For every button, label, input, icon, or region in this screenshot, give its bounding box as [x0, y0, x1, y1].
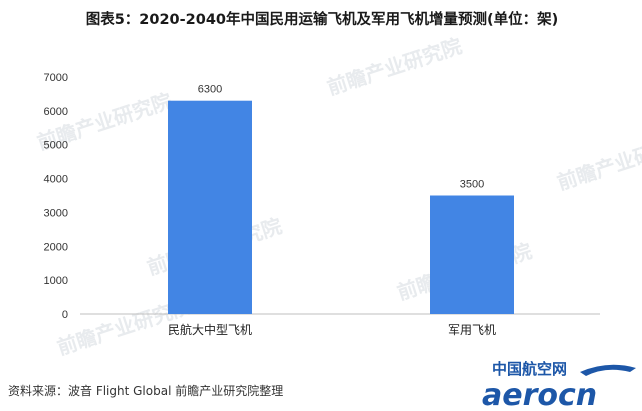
- logo-latin: aerocn: [482, 378, 597, 411]
- category-label: 军用飞机: [448, 323, 496, 337]
- y-tick-label: 4000: [44, 174, 68, 186]
- y-tick-label: 3000: [44, 207, 68, 219]
- bar: [430, 195, 514, 314]
- source-note: 资料来源：波音 Flight Global 前瞻产业研究院整理: [8, 383, 283, 398]
- watermark-text: 前瞻产业研究院: [324, 34, 465, 100]
- chart-title: 图表5：2020-2040年中国民用运输飞机及军用飞机增量预测(单位：架): [86, 10, 559, 28]
- category-label: 民航大中型飞机: [168, 322, 252, 337]
- plot-area: 0 1000 2000 3000 4000 5000 6000 7000 6300 民航大中型飞机…: [44, 72, 600, 337]
- logo-cn-name: 中国航空网: [492, 360, 567, 378]
- watermark-text: 前瞻产业研究院: [554, 129, 642, 195]
- plane-swoosh-icon: [580, 364, 636, 376]
- data-label: 3500: [460, 179, 484, 191]
- y-tick-label: 5000: [44, 140, 68, 152]
- y-tick-label: 1000: [44, 275, 68, 287]
- y-tick-label: 0: [62, 309, 68, 321]
- watermark-layer: 前瞻产业研究院 前瞻产业研究院 前瞻产业研究院 前瞻产业研究院 前瞻产业研究院 …: [34, 34, 642, 360]
- bar: [168, 100, 252, 314]
- data-label: 6300: [198, 84, 222, 96]
- site-logo: 中国航空网 aerocn: [482, 360, 636, 411]
- y-tick-label: 6000: [44, 106, 68, 118]
- y-tick-label: 2000: [44, 241, 68, 253]
- y-tick-label: 7000: [44, 72, 68, 84]
